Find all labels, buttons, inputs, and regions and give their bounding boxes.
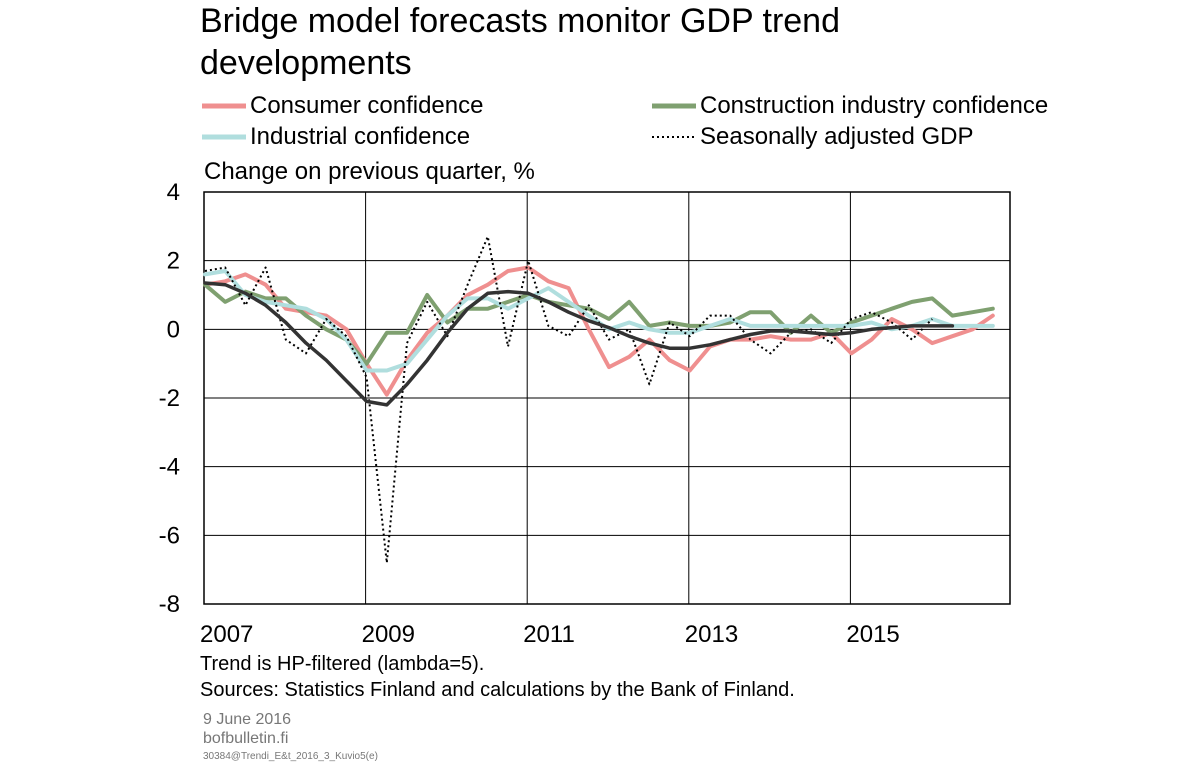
y-tick-label: 4 — [167, 179, 180, 206]
legend-swatch-industrial-confidence — [202, 134, 246, 140]
series-line-consumer-confidence — [203, 265, 995, 397]
legend-swatch-seasonally-adjusted-gdp — [652, 136, 696, 138]
trend-note: Trend is HP-filtered (lambda=5). — [200, 653, 485, 675]
x-tick-label: 2015 — [846, 621, 899, 648]
legend-item-construction-confidence: Construction industry confidence — [650, 92, 1080, 120]
y-tick-label: 0 — [167, 316, 180, 343]
legend-item-seasonally-adjusted-gdp: Seasonally adjusted GDP — [650, 123, 1080, 151]
x-tick-label: 2013 — [685, 621, 738, 648]
legend-label: Consumer confidence — [250, 92, 484, 119]
legend-item-consumer-confidence: Consumer confidence — [200, 92, 620, 120]
series-line-construction-industry-confidence — [203, 282, 995, 366]
publication-date: 9 June 2016 — [203, 711, 292, 728]
legend-swatch-consumer-confidence — [202, 103, 246, 109]
y-tick-label: -6 — [159, 522, 180, 549]
series-line-trend — [203, 281, 955, 407]
y-tick-label: 2 — [167, 248, 180, 275]
legend-swatch-construction-confidence — [652, 103, 696, 109]
legend-item-industrial-confidence: Industrial confidence — [200, 123, 620, 151]
x-tick-label: 2011 — [523, 621, 575, 648]
plot-area-frame — [203, 191, 1011, 605]
chart-code: 30384@Trendi_E&t_2016_3_Kuvio5(e) — [203, 751, 378, 762]
site-name: bofbulletin.fi — [203, 730, 289, 747]
sources-note: Sources: Statistics Finland and calculat… — [200, 679, 795, 701]
x-tick-label: 2007 — [200, 621, 253, 648]
legend-label: Construction industry confidence — [700, 92, 1049, 119]
y-axis-unit-label: Change on previous quarter, % — [204, 158, 535, 185]
y-tick-label: -4 — [159, 454, 180, 481]
y-tick-label: -2 — [159, 385, 180, 412]
legend-label: Industrial confidence — [250, 123, 471, 150]
chart-title: Bridge model forecasts monitor GDP trend… — [200, 2, 840, 82]
series-line-seasonally-adjusted-gdp — [204, 235, 933, 564]
x-tick-label: 2009 — [362, 621, 415, 648]
y-tick-label: -8 — [159, 591, 180, 618]
legend-label: Seasonally adjusted GDP — [700, 123, 974, 150]
